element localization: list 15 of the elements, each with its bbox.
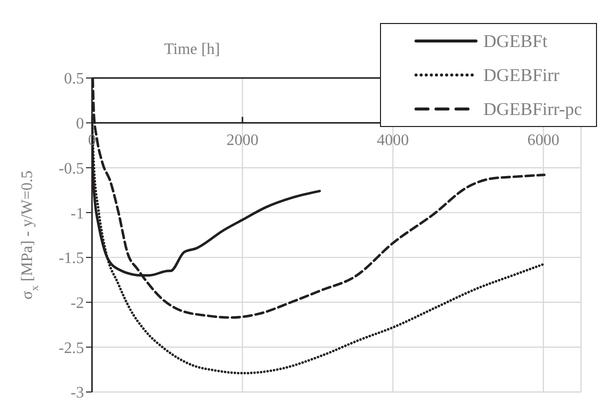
x-tick-label: 6000 <box>527 132 560 149</box>
legend-label: DGEBFirr <box>483 64 560 86</box>
y-tick-label: -0.5 <box>58 160 84 178</box>
y-tick-label: 0 <box>76 116 84 133</box>
x-tick-label: 4000 <box>376 132 409 149</box>
y-tick-label: -2.5 <box>58 340 84 357</box>
y-tick-label: 0.5 <box>64 70 84 88</box>
legend-label: DGEBFirr-pc <box>483 98 582 120</box>
y-tick-label: -3 <box>70 384 84 402</box>
x-axis-title: Time [h] <box>164 41 220 58</box>
y-tick-label: -2 <box>70 294 84 312</box>
legend-label: DGEBFt <box>483 30 548 52</box>
y-tick-label: -1 <box>70 205 84 222</box>
y-tick-label: -1.5 <box>58 250 84 268</box>
x-tick-label: 2000 <box>226 132 258 149</box>
